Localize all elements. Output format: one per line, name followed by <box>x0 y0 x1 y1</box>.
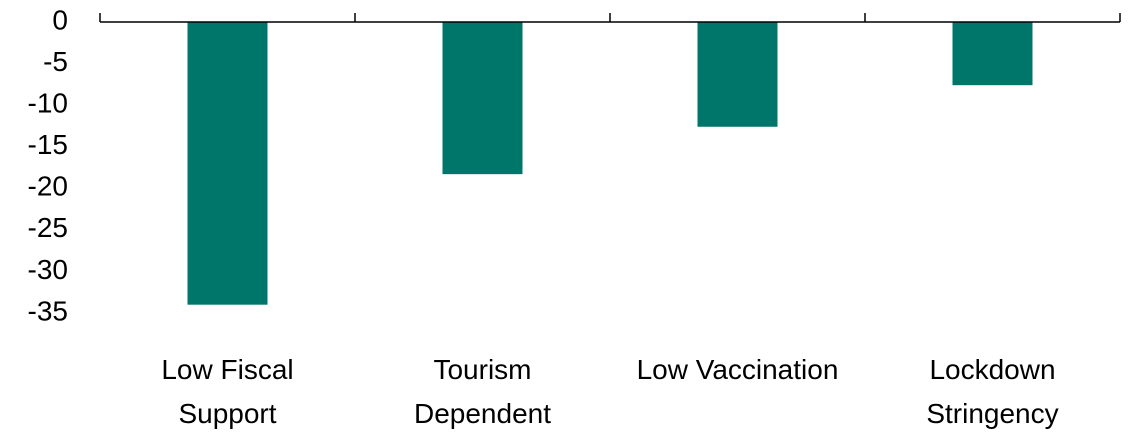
y-tick-label: -35 <box>28 295 68 326</box>
x-tick-label: Tourism Dependent <box>413 354 551 429</box>
bar <box>952 22 1033 86</box>
y-tick-label: -25 <box>28 212 68 243</box>
x-tick-label: Low Vaccination <box>636 354 839 385</box>
y-tick-label: -30 <box>28 254 68 285</box>
y-tick-label: 0 <box>52 4 68 35</box>
y-tick-label: -15 <box>28 129 68 160</box>
y-tick-label: -20 <box>28 171 68 202</box>
bar <box>697 22 778 127</box>
x-tick-label: Low Fiscal Support <box>161 354 294 429</box>
x-tick-label: Lockdown Stringency <box>926 354 1059 429</box>
y-tick-label: -10 <box>28 88 68 119</box>
bar <box>442 22 523 175</box>
y-tick-label: -5 <box>43 46 68 77</box>
bar <box>187 22 268 305</box>
